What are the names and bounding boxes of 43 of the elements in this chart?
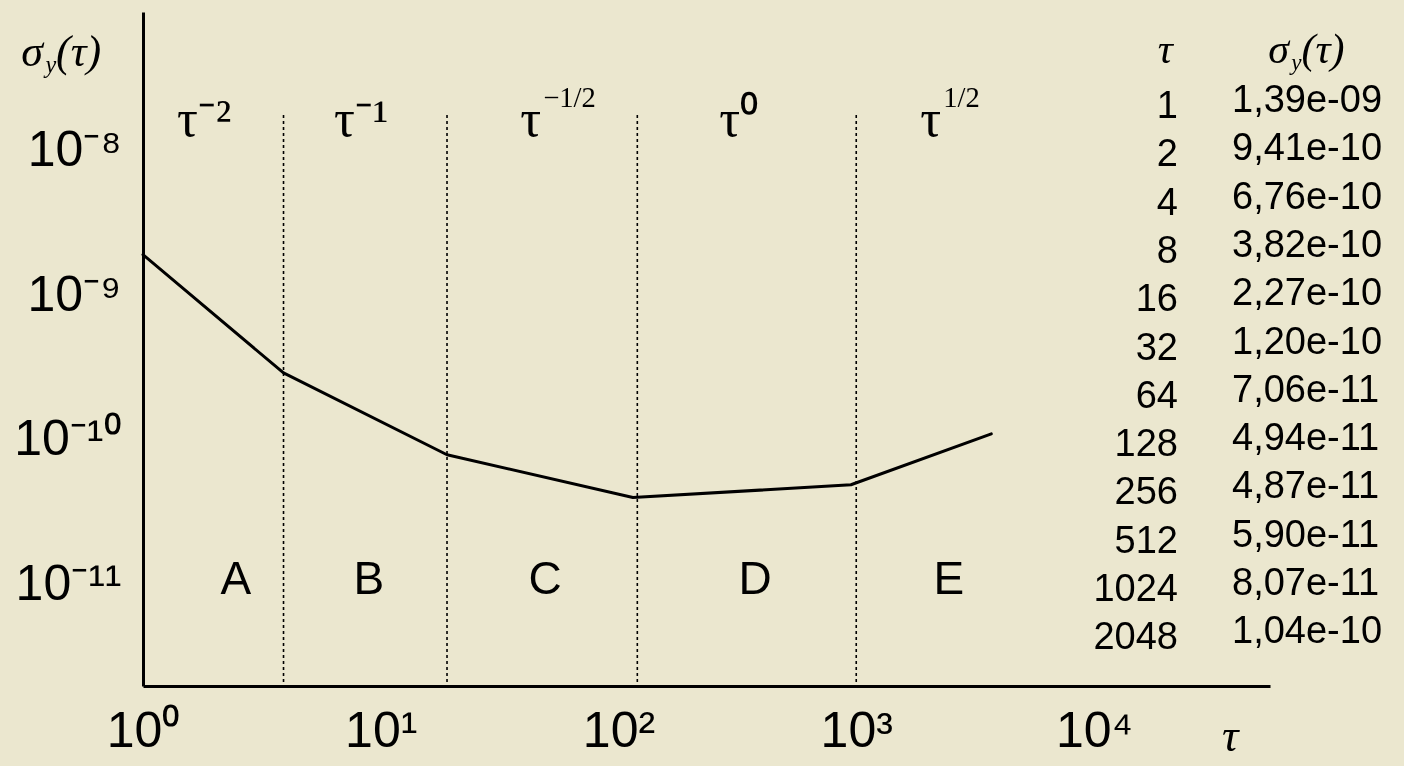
x-axis-title: τ: [1221, 710, 1240, 761]
category-label: 512: [1114, 518, 1178, 561]
category-label: 32: [1135, 325, 1178, 368]
annotation: 7,06e-11: [1232, 367, 1380, 410]
annotation: 4,87e-11: [1232, 464, 1380, 507]
y-tick-label: 10⁻¹⁰: [14, 410, 122, 467]
category-label: 4: [1156, 180, 1178, 223]
category-label: 64: [1135, 373, 1178, 416]
annotation: 2,27e-10: [1232, 271, 1383, 314]
annotation: 4,94e-11: [1232, 416, 1380, 459]
category-label: 8: [1156, 228, 1178, 271]
annotation: 1,04e-10: [1232, 609, 1383, 652]
y-tick-label: 10⁻¹¹: [15, 555, 122, 612]
annotation: τ⁰: [719, 90, 759, 147]
category-label: 1: [1156, 84, 1178, 126]
annotation: D: [738, 552, 772, 604]
annotation: B: [353, 552, 385, 604]
x-tick-label: 10²: [582, 701, 656, 758]
annotation: 3,82e-10: [1232, 222, 1383, 265]
annotation: 5,90e-11: [1232, 512, 1380, 555]
x-tick-label: 10⁰: [106, 701, 181, 758]
x-tick-label: 10³: [820, 701, 893, 758]
category-label: 2: [1156, 132, 1178, 175]
annotation: 8,07e-11: [1232, 561, 1380, 603]
annotation: 1,20e-10: [1232, 319, 1383, 362]
x-tick-label: 10¹: [345, 701, 418, 758]
annotation: A: [220, 552, 252, 604]
annotation: E: [933, 552, 965, 604]
annotation: 9,41e-10: [1232, 126, 1383, 169]
y-tick-label: 10⁻⁹: [27, 265, 122, 322]
x-tick-label: 10⁴: [1055, 701, 1134, 758]
category-label: 16: [1135, 277, 1178, 320]
y-tick-label: 10⁻⁸: [27, 120, 122, 177]
annotation: 6,76e-10: [1232, 174, 1383, 217]
annotation: τ⁻²: [176, 90, 232, 147]
category-label: 128: [1114, 422, 1178, 465]
category-label: 256: [1114, 470, 1178, 513]
text: τ: [1157, 26, 1175, 72]
category-label: 1024: [1093, 567, 1178, 609]
annotation: 1,39e-09: [1232, 78, 1383, 120]
category-label: 2048: [1093, 615, 1178, 658]
annotation: τ⁻¹: [333, 90, 389, 147]
annotation: C: [528, 552, 562, 604]
